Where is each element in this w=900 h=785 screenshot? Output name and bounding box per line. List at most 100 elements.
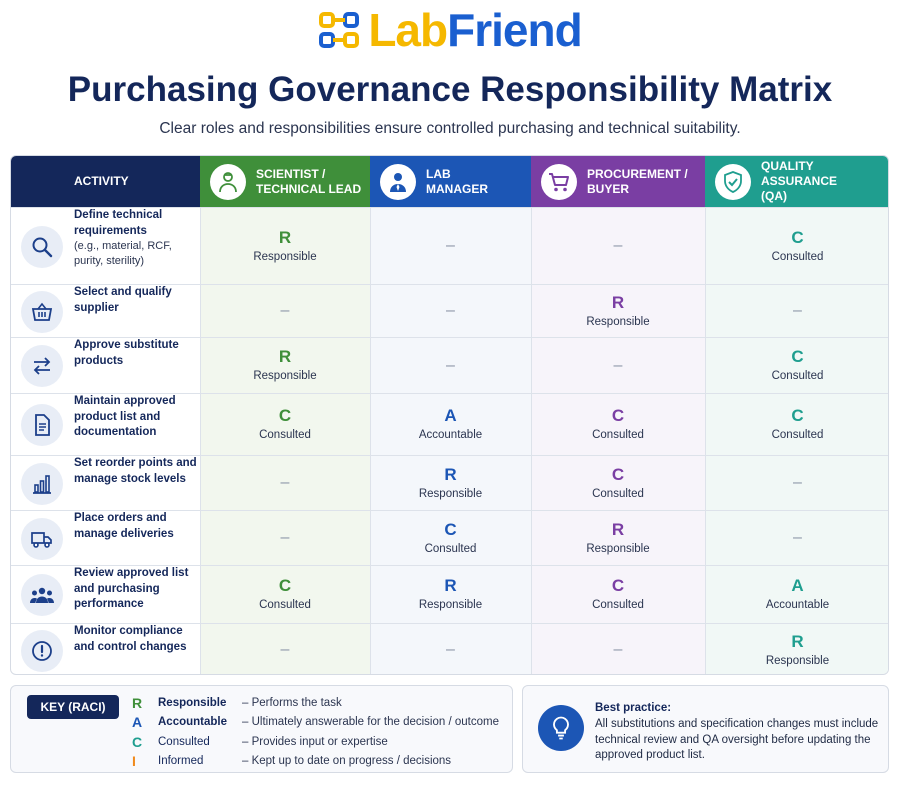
- key-term: Accountable: [158, 716, 228, 728]
- raci-word: Responsible: [765, 654, 830, 667]
- raci-word: Responsible: [253, 370, 317, 382]
- raci-cell-qa: C Consulted: [705, 338, 888, 393]
- activity-name: Define technical requirements: [74, 209, 163, 237]
- raci-letter: C: [611, 576, 625, 595]
- best-practice-box: Best practice: All substitutions and spe…: [522, 685, 889, 773]
- key-item: A Accountable – Ultimately answerable for …: [132, 713, 499, 732]
- header-lab-manager-label: LAB MANAGER: [426, 166, 488, 196]
- table-row: Maintain approved product list and docum…: [11, 393, 888, 455]
- raci-cell-procurement: –: [531, 624, 705, 674]
- logo-mark-icon: [319, 12, 360, 48]
- raci-word: Accountable: [765, 599, 830, 611]
- raci-cell-procurement: C Consulted: [531, 394, 705, 455]
- raci-letter: R: [278, 227, 292, 247]
- raci-letter: C: [278, 576, 292, 595]
- raci-letter: R: [611, 519, 625, 539]
- key-letter: I: [132, 753, 136, 769]
- column-divider: [705, 207, 706, 674]
- key-item: C Consulted – Provides input or expertise: [132, 732, 388, 751]
- raci-cell-scientist: –: [200, 285, 370, 337]
- manager-icon: [380, 163, 416, 200]
- key-description: – Kept up to date on progress / decision…: [242, 755, 452, 767]
- raci-cell-lab-manager: –: [370, 338, 531, 393]
- raci-letter: C: [791, 406, 804, 425]
- raci-letter: R: [444, 464, 457, 484]
- raci-word: Consulted: [424, 542, 477, 555]
- empty-dash: –: [613, 641, 623, 658]
- raci-cell-qa: C Consulted: [705, 208, 888, 284]
- header-scientist-label: SCIENTIST / TECHNICAL LEAD: [256, 166, 362, 196]
- raci-cell-qa: –: [705, 511, 888, 565]
- raci-letter: C: [444, 519, 457, 539]
- header-scientist: SCIENTIST / TECHNICAL LEAD: [200, 156, 370, 207]
- magnifier-icon: [21, 225, 63, 268]
- cart-icon: [541, 163, 577, 200]
- raci-letter: A: [444, 406, 457, 425]
- raci-letter: R: [444, 576, 457, 595]
- activity-label: Set reorder points and manage stock leve…: [74, 456, 199, 487]
- brand-logo: LabFriend: [0, 4, 900, 56]
- header-qa: QUALITY ASSURANCE (QA): [705, 156, 888, 207]
- raci-cell-lab-manager: A Accountable: [370, 394, 531, 455]
- raci-word: Consulted: [592, 599, 644, 611]
- activity-label: Define technical requirements (e.g., mate…: [74, 208, 199, 269]
- raci-cell-qa: –: [705, 456, 888, 510]
- table-row: Review approved list and purchasing perf…: [11, 565, 888, 623]
- header-lab-manager: LAB MANAGER: [370, 156, 531, 207]
- raci-word: Accountable: [418, 429, 483, 441]
- column-divider: [370, 207, 371, 674]
- empty-dash: –: [446, 356, 455, 374]
- key-description: – Performs the task: [242, 696, 342, 709]
- document-icon: [21, 404, 63, 446]
- raci-letter: A: [791, 576, 804, 595]
- raci-letter: R: [791, 631, 804, 651]
- empty-dash: –: [280, 302, 290, 319]
- header-activity-label: ACTIVITY: [74, 174, 129, 188]
- raci-word: Consulted: [771, 370, 824, 382]
- raci-cell-procurement: C Consulted: [531, 566, 705, 623]
- raci-cell-scientist: –: [200, 456, 370, 510]
- activity-name: Approve substitute products: [74, 339, 179, 367]
- team-icon: [21, 574, 63, 616]
- empty-dash: –: [446, 302, 455, 319]
- raci-word: Consulted: [771, 429, 824, 441]
- raci-word: Responsible: [253, 250, 317, 263]
- empty-dash: –: [613, 237, 623, 254]
- table-row: Monitor compliance and control changes – –…: [11, 623, 888, 674]
- raci-letter: C: [611, 464, 625, 484]
- logo-text: LabFriend: [368, 3, 582, 57]
- raci-word: Responsible: [418, 599, 483, 611]
- raci-cell-qa: R Responsible: [705, 624, 888, 674]
- header-activity: ACTIVITY: [11, 156, 200, 207]
- raci-letter: C: [611, 406, 625, 425]
- raci-cell-qa: –: [705, 285, 888, 337]
- raci-word: Responsible: [418, 487, 483, 500]
- truck-icon: [21, 517, 63, 560]
- table-row: Set reorder points and manage stock leve…: [11, 455, 888, 510]
- basket-icon: [21, 290, 63, 333]
- lightbulb-icon: [538, 705, 584, 751]
- table-row: Define technical requirements (e.g., mate…: [11, 207, 888, 284]
- raci-word: Responsible: [586, 542, 650, 555]
- activity-name: Place orders and manage deliveries: [74, 512, 174, 540]
- raci-cell-scientist: R Responsible: [200, 208, 370, 284]
- best-practice-title: Best practice:: [595, 702, 672, 714]
- key-term: Informed: [158, 755, 204, 767]
- raci-key: KEY (RACI) R Responsible – Performs the ta…: [10, 685, 513, 773]
- table-row: Approve substitute products R Responsible –…: [11, 337, 888, 393]
- page-subtitle: Clear roles and responsibilities ensure …: [159, 120, 741, 137]
- raci-word: Responsible: [586, 315, 650, 328]
- raci-cell-lab-manager: –: [370, 624, 531, 674]
- activity-name: Review approved list and purchasing perf…: [74, 567, 189, 610]
- raci-cell-scientist: R Responsible: [200, 338, 370, 393]
- table-row: Select and qualify supplier – – R Responsibl…: [11, 284, 888, 337]
- raci-cell-procurement: R Responsible: [531, 285, 705, 337]
- activity-name: Set reorder points and manage stock leve…: [74, 457, 197, 485]
- raci-word: Consulted: [771, 250, 824, 263]
- column-divider: [531, 207, 532, 674]
- key-term: Responsible: [158, 696, 227, 709]
- table-row: Place orders and manage deliveries – C Cons…: [11, 510, 888, 565]
- raci-cell-scientist: –: [200, 624, 370, 674]
- column-divider: [200, 207, 201, 674]
- raci-cell-qa: C Consulted: [705, 394, 888, 455]
